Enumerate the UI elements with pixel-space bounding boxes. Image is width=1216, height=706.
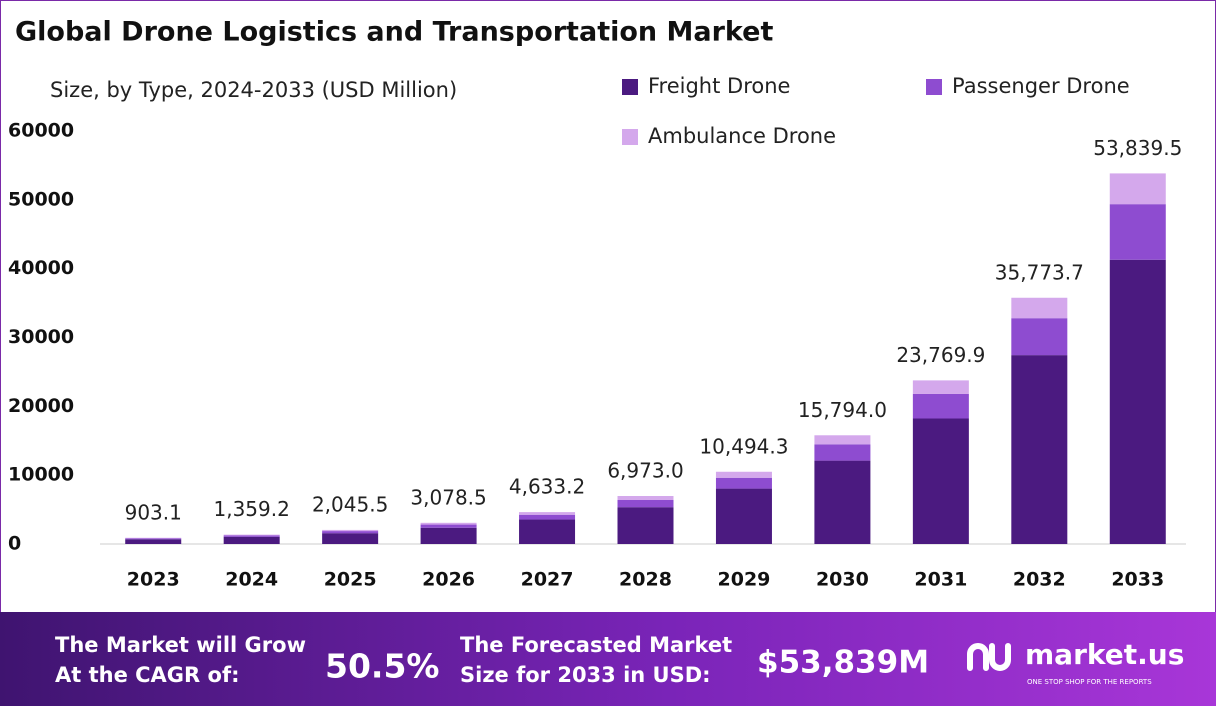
bar-segment (125, 538, 182, 540)
brand-logo (967, 643, 1011, 671)
x-tick-label: 2033 (1111, 569, 1164, 591)
total-label: 2,045.5 (312, 492, 388, 516)
bar-segment (814, 435, 871, 445)
cagr-value: 50.5% (325, 647, 440, 686)
bar-segment (125, 539, 182, 544)
bar-segment (420, 522, 477, 525)
bar-segment (1011, 318, 1068, 356)
bar-segment (715, 471, 772, 478)
y-tick-label: 40000 (8, 257, 74, 279)
bar-segment (519, 514, 576, 520)
footer-band (0, 612, 1216, 706)
bar-segment (420, 527, 477, 544)
footer-text: The Forecasted Market (460, 633, 732, 657)
legend-swatch (926, 79, 942, 95)
brand-name: market.us (1025, 638, 1184, 671)
bar-segment (912, 393, 969, 419)
chart-title: Global Drone Logistics and Transportatio… (15, 17, 773, 48)
x-tick-label: 2024 (225, 569, 278, 591)
bar-segment (322, 533, 379, 544)
y-tick-label: 60000 (8, 120, 74, 142)
total-label: 3,078.5 (410, 485, 486, 509)
y-tick-label: 50000 (8, 188, 74, 210)
bar-segment (223, 536, 280, 544)
y-tick-label: 0 (8, 533, 21, 555)
x-tick-label: 2031 (914, 569, 967, 591)
total-label: 35,773.7 (995, 260, 1084, 284)
bar-segment (322, 529, 379, 532)
bar-segment (1109, 204, 1166, 260)
forecast-value: $53,839M (757, 645, 929, 681)
total-label: 23,769.9 (896, 343, 985, 367)
bar-segment (1109, 173, 1166, 205)
total-label: 903.1 (125, 500, 182, 524)
bar-segment (223, 535, 280, 537)
bar-segment (322, 531, 379, 534)
x-tick-label: 2026 (422, 569, 475, 591)
bar-segment (814, 444, 871, 461)
legend-swatch (622, 129, 638, 145)
y-tick-label: 30000 (8, 326, 74, 348)
brand-tagline: ONE STOP SHOP FOR THE REPORTS (1027, 678, 1152, 686)
x-tick-label: 2027 (521, 569, 574, 591)
total-label: 1,359.2 (214, 497, 290, 521)
bar-segment (1011, 297, 1068, 319)
bar-segment (912, 418, 969, 544)
x-tick-label: 2030 (816, 569, 869, 591)
legend-label: Passenger Drone (952, 74, 1130, 98)
bar-segment (617, 507, 674, 544)
y-tick-label: 20000 (8, 395, 74, 417)
total-label: 6,973.0 (607, 459, 683, 483)
bar-segment (715, 477, 772, 489)
total-label: 15,794.0 (798, 398, 887, 422)
bar-segment (519, 519, 576, 544)
footer-text: Size for 2033 in USD: (460, 663, 711, 687)
x-tick-label: 2025 (324, 569, 377, 591)
x-tick-label: 2028 (619, 569, 672, 591)
footer-text: At the CAGR of: (55, 663, 240, 687)
bar-segment (125, 537, 182, 539)
bar-segment (912, 380, 969, 394)
legend-label: Ambulance Drone (648, 124, 836, 148)
bar-segment (617, 496, 674, 500)
x-tick-label: 2032 (1013, 569, 1066, 591)
bar-segment (814, 460, 871, 544)
total-label: 10,494.3 (699, 434, 788, 458)
total-label: 4,633.2 (509, 475, 585, 499)
legend-swatch (622, 79, 638, 95)
x-tick-label: 2029 (718, 569, 771, 591)
bar-segment (1109, 259, 1166, 544)
footer-text: The Market will Grow (55, 633, 306, 657)
bar-segment (1011, 355, 1068, 544)
bar-segment (223, 534, 280, 536)
y-tick-label: 10000 (8, 464, 74, 486)
total-label: 53,839.5 (1093, 136, 1182, 160)
legend-label: Freight Drone (648, 74, 790, 98)
chart-subtitle: Size, by Type, 2024-2033 (USD Million) (50, 78, 457, 102)
bar-segment (420, 524, 477, 528)
bar-segment (715, 488, 772, 544)
x-tick-label: 2023 (127, 569, 180, 591)
bar-segment (617, 499, 674, 508)
bar-segment (519, 512, 576, 515)
